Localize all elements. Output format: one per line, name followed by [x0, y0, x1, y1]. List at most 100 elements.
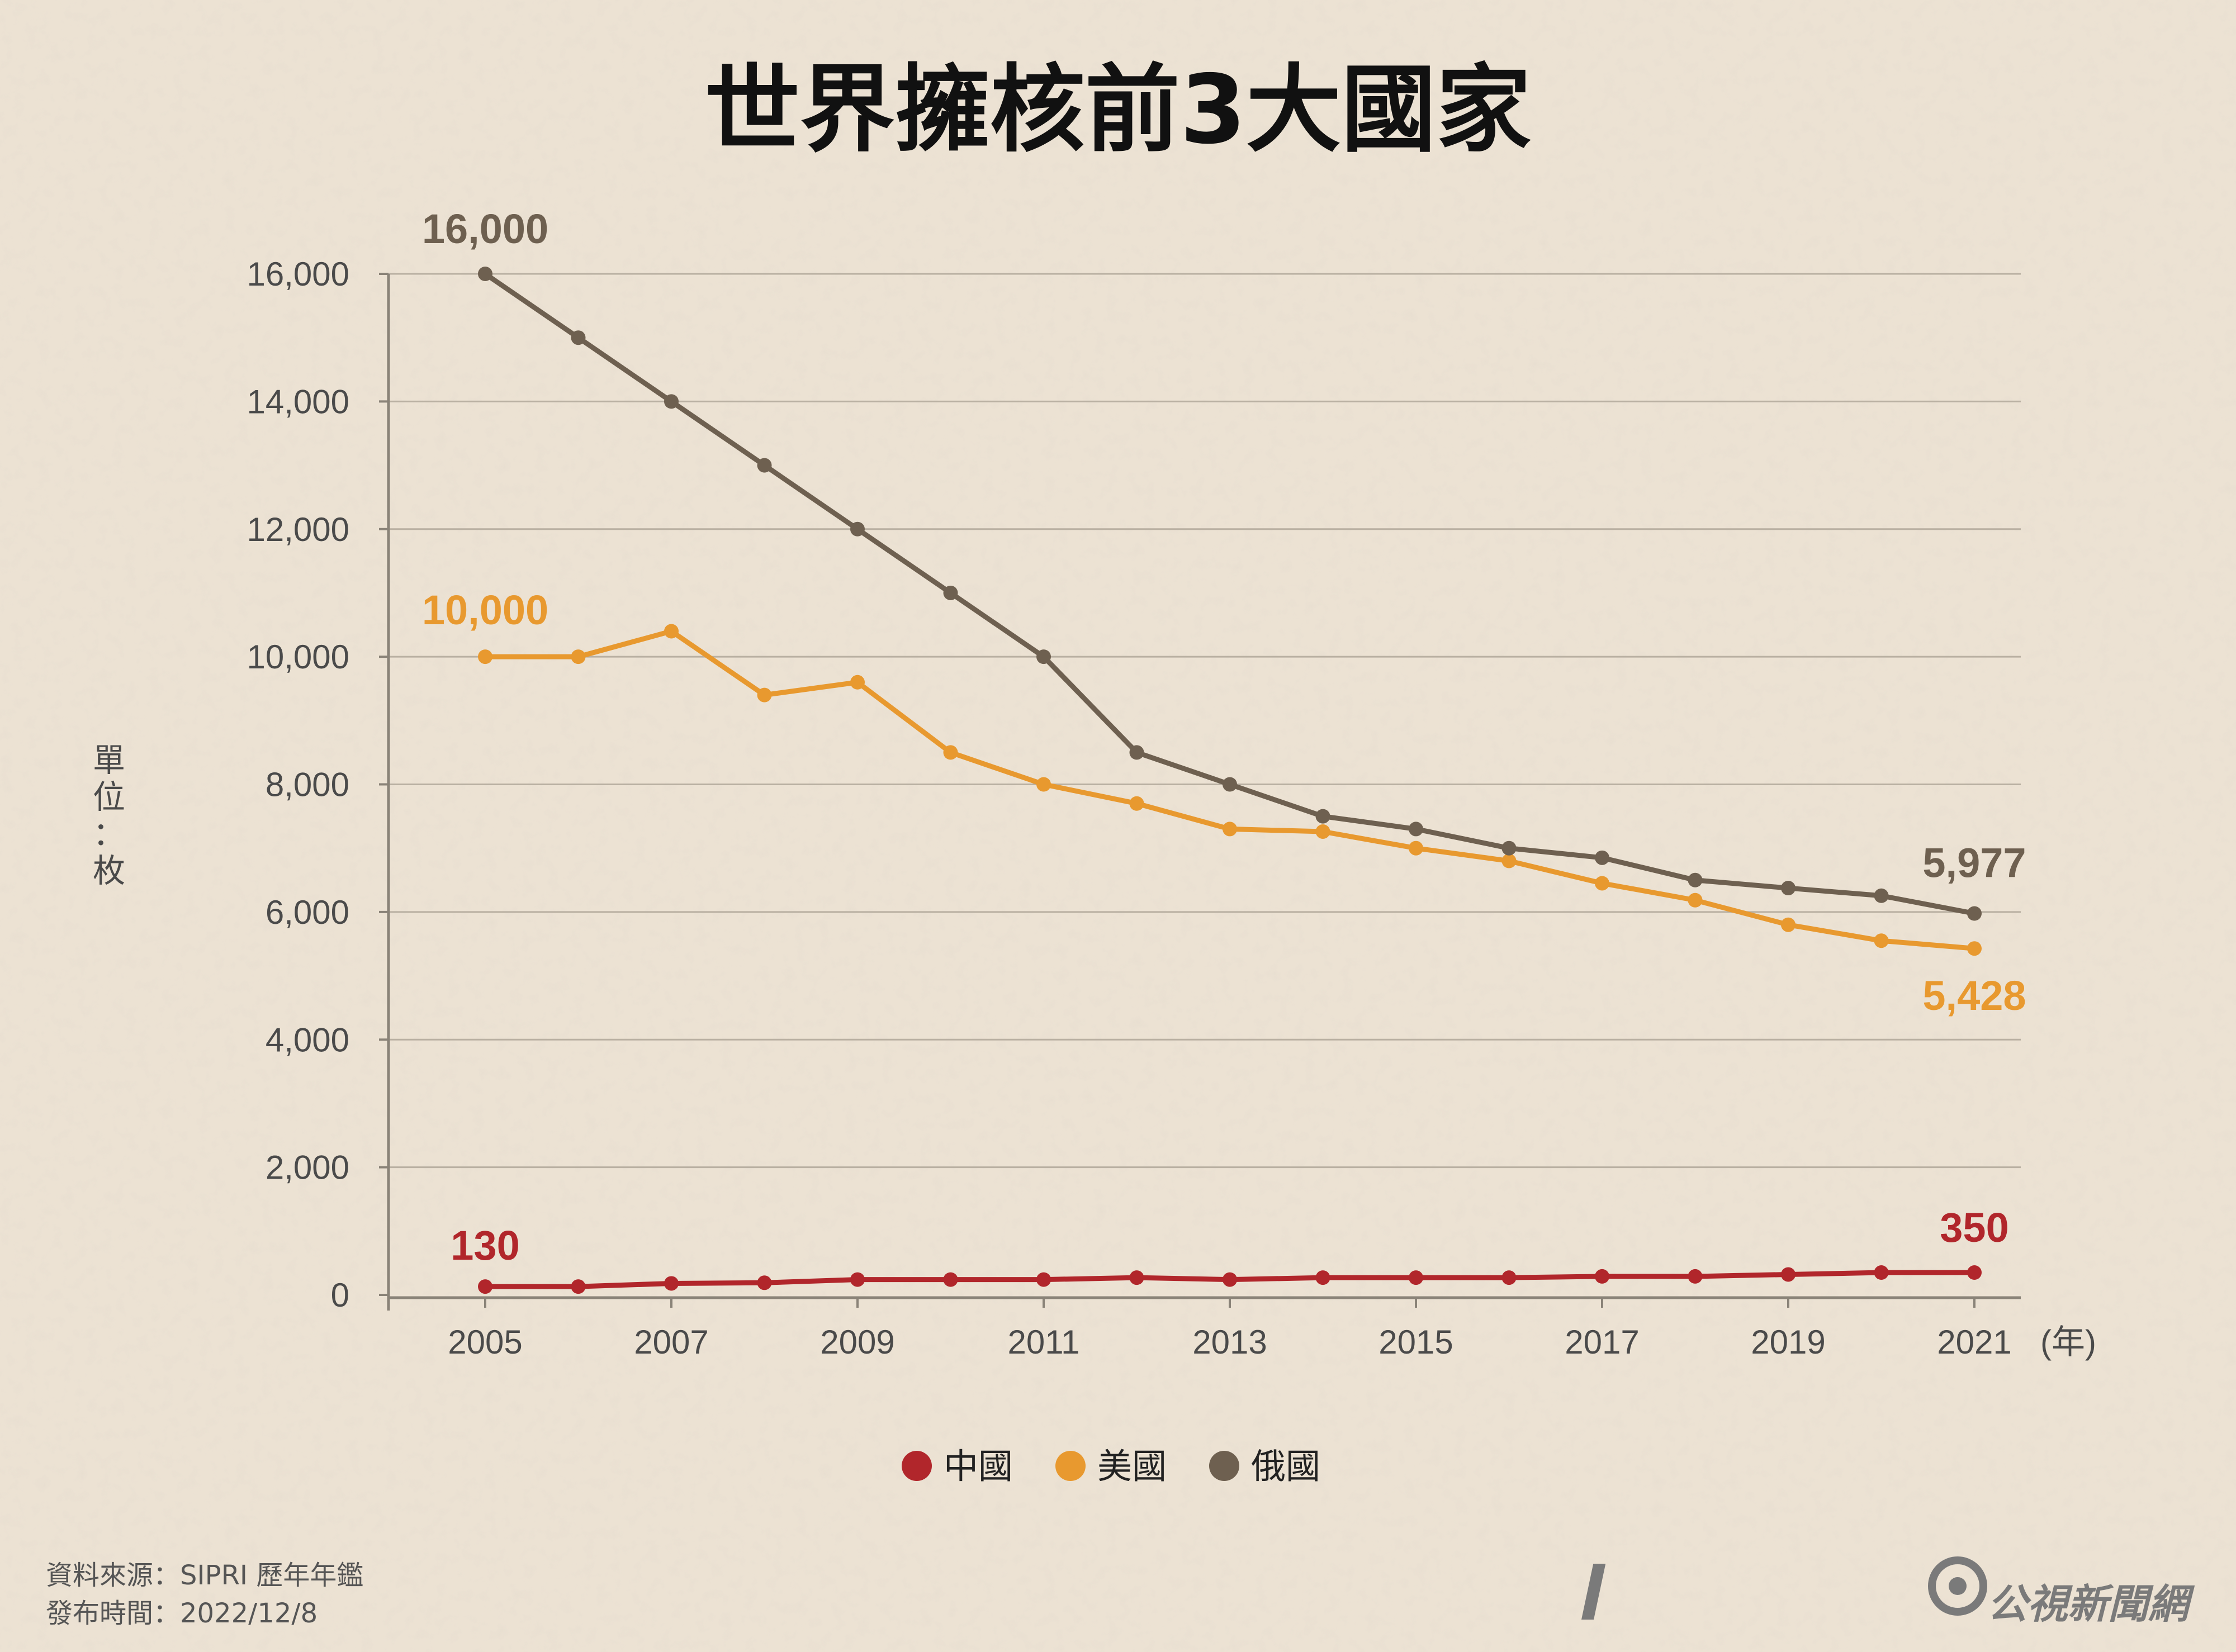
data-point-usa [850, 675, 865, 690]
data-point-russia [1595, 850, 1609, 865]
y-tick-label: 4,000 [266, 1021, 349, 1058]
end-value-label-russia: 5,977 [1922, 840, 2026, 886]
x-tick-label: 2011 [1007, 1323, 1079, 1361]
data-point-russia [1501, 841, 1517, 856]
data-point-usa [1036, 777, 1051, 792]
x-axis-unit-label: (年) [2040, 1323, 2096, 1361]
x-tick-label: 2019 [1751, 1323, 1825, 1361]
data-point-usa [1595, 876, 1609, 891]
y-tick-label: 16,000 [247, 255, 349, 293]
y-tick-label: 6,000 [266, 894, 349, 931]
data-point-china [1129, 1270, 1144, 1285]
data-point-russia [757, 458, 772, 473]
x-tick-label: 2009 [820, 1323, 894, 1361]
unit-char-2: 位 [93, 778, 125, 816]
data-point-china [1874, 1265, 1889, 1280]
data-point-china [664, 1276, 679, 1291]
data-point-usa [1967, 941, 1982, 956]
data-point-russia [1688, 872, 1703, 887]
data-point-russia [943, 585, 958, 600]
data-point-china [1595, 1269, 1609, 1284]
data-point-usa [1781, 917, 1796, 932]
start-value-label-china: 130 [451, 1222, 519, 1269]
publish-date: 發布時間：2022/12/8 [46, 1598, 318, 1629]
data-point-usa [1315, 824, 1330, 839]
logo-text: 公視新聞網 [1987, 1580, 2195, 1627]
x-tick-label: 2021 [1937, 1323, 2011, 1361]
y-axis-unit-label: 單 位 ： 枚 [93, 741, 125, 890]
data-point-russia [478, 267, 492, 281]
grid-lines [379, 273, 2021, 1296]
legend-label-usa: 美國 [1097, 1446, 1167, 1487]
data-series [478, 267, 1982, 1294]
y-tick-labels: 0 2,000 4,000 6,000 8,000 10,000 12,000 14,000 1… [247, 255, 349, 1314]
y-tick-label: 0 [331, 1276, 349, 1314]
data-point-usa [1501, 853, 1517, 868]
data-point-china [1409, 1270, 1423, 1285]
data-point-usa [478, 649, 492, 664]
data-point-china [1501, 1270, 1517, 1285]
start-value-label-russia: 16,000 [422, 206, 548, 252]
y-tick-label: 10,000 [247, 638, 349, 676]
data-point-russia [1409, 822, 1423, 837]
pts-logo-icon [1581, 1556, 1987, 1620]
source-note: 資料來源：SIPRI 歷年年鑑 [46, 1560, 363, 1591]
data-labels: 130 350 10,000 5,428 16,000 5,977 [422, 206, 2026, 1269]
data-point-china [1967, 1265, 1982, 1280]
data-point-russia [1967, 906, 1982, 921]
chart-title: 世界擁核前3大國家 [705, 55, 1531, 165]
data-point-china [943, 1272, 958, 1287]
data-point-usa [757, 687, 772, 702]
pts-logo: 公視新聞網 [1581, 1556, 2195, 1627]
y-tick-label: 2,000 [266, 1149, 349, 1186]
unit-char-4: 枚 [93, 852, 125, 890]
data-point-usa [664, 624, 679, 639]
data-point-usa [1223, 822, 1237, 837]
data-point-russia [850, 521, 865, 537]
data-point-usa [1129, 796, 1144, 811]
start-value-label-usa: 10,000 [422, 587, 548, 633]
data-point-russia [1315, 809, 1330, 824]
data-point-china [1223, 1272, 1237, 1287]
data-point-usa [571, 649, 586, 664]
x-tick-labels: 2005 2007 2009 2011 2013 2015 2017 2019 2021 [448, 1298, 2012, 1361]
legend-item-russia: 俄國 [1209, 1446, 1320, 1487]
data-point-china [850, 1272, 865, 1287]
x-tick-label: 2013 [1192, 1323, 1267, 1361]
legend-label-china: 中國 [944, 1446, 1013, 1487]
x-tick-label: 2017 [1565, 1323, 1639, 1361]
x-tick-label: 2005 [448, 1323, 522, 1361]
legend-label-russia: 俄國 [1251, 1446, 1320, 1487]
y-tick-label: 14,000 [247, 383, 349, 420]
legend: 中國 美國 俄國 [902, 1446, 1320, 1487]
legend-swatch-russia [1209, 1451, 1239, 1481]
legend-item-usa: 美國 [1055, 1446, 1167, 1487]
legend-swatch-china [902, 1451, 932, 1481]
unit-char-1: 單 [93, 741, 125, 779]
data-point-china [1781, 1267, 1796, 1282]
data-point-usa [1409, 841, 1423, 856]
data-point-usa [943, 745, 958, 760]
data-point-usa [1688, 893, 1703, 908]
data-point-china [478, 1279, 492, 1294]
data-point-china [571, 1279, 586, 1294]
axes [387, 274, 2021, 1311]
data-point-russia [1129, 745, 1144, 760]
data-point-china [757, 1275, 772, 1290]
end-value-label-usa: 5,428 [1922, 972, 2026, 1019]
data-point-usa [1874, 933, 1889, 948]
data-point-russia [1223, 777, 1237, 792]
data-point-china [1688, 1269, 1703, 1284]
end-value-label-china: 350 [1940, 1204, 2008, 1251]
x-tick-label: 2007 [634, 1323, 708, 1361]
unit-char-3: ： [93, 815, 125, 853]
legend-item-china: 中國 [902, 1446, 1013, 1487]
y-tick-label: 8,000 [266, 766, 349, 804]
data-point-russia [1874, 888, 1889, 903]
data-point-china [1315, 1270, 1330, 1285]
data-point-china [1036, 1272, 1051, 1287]
y-tick-label: 12,000 [247, 511, 349, 548]
